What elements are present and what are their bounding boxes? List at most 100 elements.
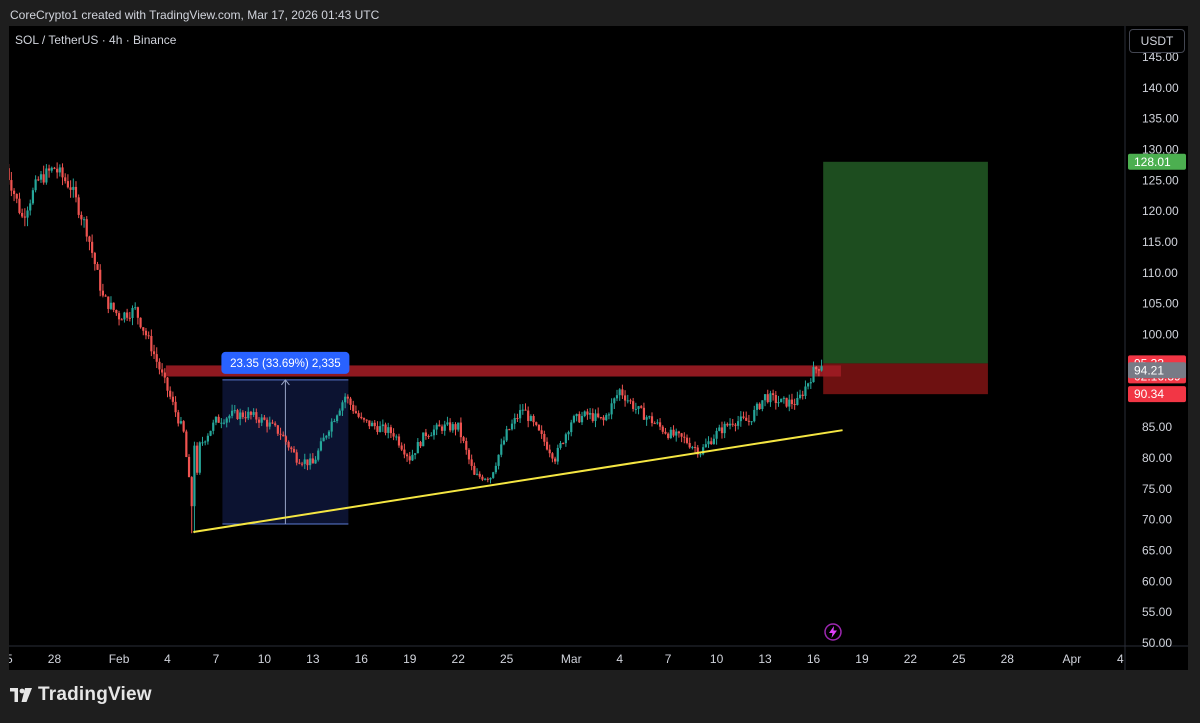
candle-body — [761, 400, 764, 409]
candle-body — [586, 411, 589, 415]
candle-body — [72, 186, 75, 190]
candle-body — [300, 463, 304, 465]
candle-body — [562, 443, 565, 445]
candle-body — [516, 417, 519, 419]
candle-body — [513, 417, 516, 424]
candle-body — [815, 367, 818, 370]
candle-body — [190, 477, 193, 507]
candle-body — [314, 459, 317, 464]
candle-body — [554, 458, 557, 462]
price-chart[interactable]: 145.00 140.00 135.00 130.00 125.00 120.00 115.… — [9, 26, 1188, 670]
candle-body — [214, 416, 218, 423]
candle-body — [769, 393, 772, 403]
candle-body — [537, 424, 541, 431]
candle-body — [311, 458, 314, 464]
candle-body — [478, 473, 481, 477]
lightning-icon[interactable] — [824, 623, 842, 641]
candle-body — [155, 354, 158, 362]
y-tick-label: 75.00 — [1142, 482, 1172, 496]
price-label: 94.21 — [1134, 363, 1164, 377]
candle-body — [524, 409, 527, 411]
position-stop-zone[interactable] — [823, 363, 988, 395]
candle-body — [793, 404, 796, 406]
candle-body — [731, 423, 734, 425]
candle-body — [656, 422, 659, 424]
candle-body — [739, 416, 742, 422]
candle-body — [387, 427, 390, 433]
candle-body — [505, 429, 508, 441]
candle-body — [392, 433, 395, 437]
candle-body — [225, 418, 228, 423]
candle-body — [274, 423, 277, 426]
candle-body — [163, 372, 166, 378]
candle-body — [728, 423, 732, 426]
candle-body — [198, 442, 201, 473]
candle-body — [325, 435, 328, 438]
candle-body — [763, 394, 767, 401]
candle-body — [508, 429, 511, 431]
candle-body — [632, 401, 635, 409]
chart-frame[interactable]: 145.00 140.00 135.00 130.00 125.00 120.00 115.… — [9, 26, 1188, 670]
candle-body — [715, 430, 718, 439]
candle-body — [785, 397, 788, 407]
candle-body — [42, 174, 45, 183]
candle-body — [47, 168, 51, 171]
candle-body — [142, 327, 145, 331]
candle-body — [747, 420, 750, 422]
candle-body — [365, 419, 368, 421]
candle-body — [362, 418, 366, 420]
candle-body — [34, 179, 37, 191]
candle-body — [74, 186, 78, 198]
candle-body — [322, 437, 325, 442]
candle-body — [231, 410, 234, 416]
candle-body — [623, 395, 627, 401]
y-tick-label: 130.00 — [1142, 143, 1179, 157]
candle-body — [354, 411, 358, 414]
x-tick-label: 7 — [213, 652, 220, 666]
support-trendline[interactable] — [193, 429, 843, 533]
y-tick-label: 125.00 — [1142, 173, 1179, 187]
candle-body — [699, 454, 702, 456]
candle-body — [634, 408, 637, 410]
candle-body — [341, 402, 344, 411]
candle-body — [206, 435, 209, 442]
candle-body — [85, 219, 88, 237]
candle-body — [411, 454, 414, 461]
candle-body — [424, 432, 427, 436]
candle-body — [653, 423, 656, 425]
candle-body — [346, 396, 349, 399]
currency-button[interactable]: USDT — [1129, 29, 1185, 53]
resistance-zone[interactable] — [165, 365, 841, 377]
candle-body — [575, 414, 578, 417]
y-tick-label: 85.00 — [1142, 420, 1172, 434]
candle-body — [357, 413, 360, 417]
candle-body — [107, 296, 110, 309]
candle-body — [344, 396, 347, 403]
x-tick-label: Apr — [1063, 652, 1082, 666]
candle-body — [675, 431, 678, 436]
price-label-box — [1128, 153, 1186, 170]
candle-body — [201, 442, 204, 444]
candle-body — [373, 422, 376, 427]
symbol-title[interactable]: SOL / TetherUS · 4h · Binance — [15, 33, 177, 47]
candle-body — [298, 462, 301, 464]
candle-body — [597, 413, 600, 418]
candle-body — [330, 421, 333, 432]
candle-body — [718, 427, 721, 431]
candle-body — [621, 389, 624, 396]
candle-body — [39, 174, 43, 180]
candle-body — [492, 472, 495, 478]
candle-body — [9, 168, 10, 181]
candle-body — [284, 436, 288, 442]
candle-body — [287, 441, 290, 448]
candle-body — [61, 167, 64, 178]
candle-body — [96, 264, 99, 270]
candle-body — [236, 410, 239, 420]
position-target-zone[interactable] — [823, 161, 988, 364]
candle-body — [440, 426, 444, 431]
candle-body — [664, 431, 667, 434]
candle-body — [56, 168, 59, 173]
price-label-box — [1128, 386, 1186, 403]
x-tick-label: 25 — [952, 652, 966, 666]
candle-body — [268, 422, 271, 427]
